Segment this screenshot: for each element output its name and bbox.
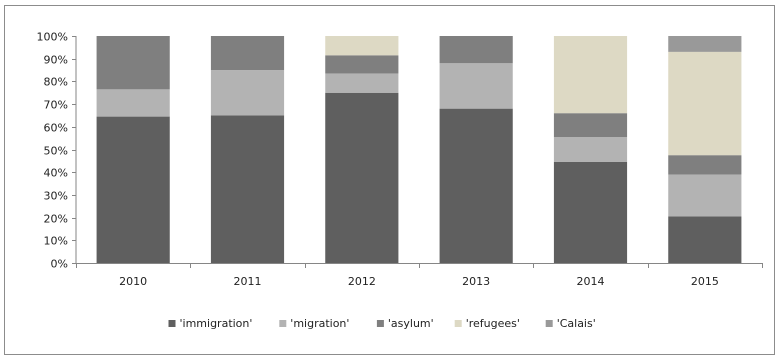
bar-segment [553, 113, 628, 138]
legend-swatch [376, 320, 384, 327]
legend-item: 'asylum' [376, 317, 434, 330]
bar-segment [553, 36, 628, 114]
bar-segment [210, 36, 285, 71]
x-tick-label: 2014 [577, 275, 605, 288]
y-tick-label: 100% [37, 31, 68, 44]
bar-segment [210, 115, 285, 263]
legend: 'immigration' 'migration' 'asylum' 'refugee… [168, 317, 596, 330]
bar-segment [439, 108, 513, 263]
bar-segment [439, 63, 513, 109]
x-axis: 2010 2011 2012 2013 2014 2015 [76, 263, 763, 288]
bar-segment [96, 36, 170, 90]
bar-segment [553, 137, 628, 162]
y-tick-label: 30% [44, 190, 68, 203]
legend-label: 'Calais' [557, 317, 596, 330]
legend-label: 'refugees' [466, 317, 520, 330]
bar-segment [668, 155, 742, 175]
bar-segment [668, 216, 742, 263]
x-tick-label: 2010 [119, 275, 147, 288]
y-tick-label: 20% [44, 213, 68, 226]
y-tick-label: 70% [44, 99, 68, 112]
bar-segment [325, 73, 399, 93]
legend-label: 'immigration' [180, 317, 253, 330]
x-tick-label: 2012 [348, 275, 376, 288]
legend-item: 'refugees' [454, 317, 520, 330]
legend-item: 'migration' [279, 317, 349, 330]
legend-swatch [279, 320, 287, 327]
bar-segment [325, 36, 399, 56]
legend-swatch [454, 320, 462, 327]
legend-item: 'Calais' [545, 317, 596, 330]
y-tick-label: 90% [44, 54, 68, 67]
bar-segment [668, 36, 742, 52]
bars [96, 36, 742, 264]
bar-segment [210, 70, 285, 116]
bar-segment [553, 161, 628, 263]
bar-segment [96, 89, 170, 117]
bar-segment [439, 36, 513, 64]
bar-segment [96, 116, 170, 264]
legend-label: 'asylum' [388, 317, 434, 330]
x-tick-label: 2015 [691, 275, 719, 288]
bar-segment [325, 92, 399, 263]
bar-segment [668, 51, 742, 156]
y-tick-label: 0% [51, 258, 68, 271]
y-tick-label: 50% [44, 145, 68, 158]
legend-label: 'migration' [290, 317, 349, 330]
legend-item: 'immigration' [168, 317, 253, 330]
legend-swatch [545, 320, 553, 327]
y-tick-label: 10% [44, 235, 68, 248]
bar-segment [668, 174, 742, 217]
x-tick-label: 2013 [462, 275, 490, 288]
bar-segment [325, 55, 399, 74]
y-tick-label: 40% [44, 167, 68, 180]
y-tick-label: 80% [44, 76, 68, 89]
legend-swatch [168, 320, 176, 327]
y-axis: 0% 10% 20% 30% 40% 50% 60% 70% 80% 90% 100% [37, 31, 77, 271]
y-tick-label: 60% [44, 122, 68, 135]
x-tick-label: 2011 [234, 275, 262, 288]
